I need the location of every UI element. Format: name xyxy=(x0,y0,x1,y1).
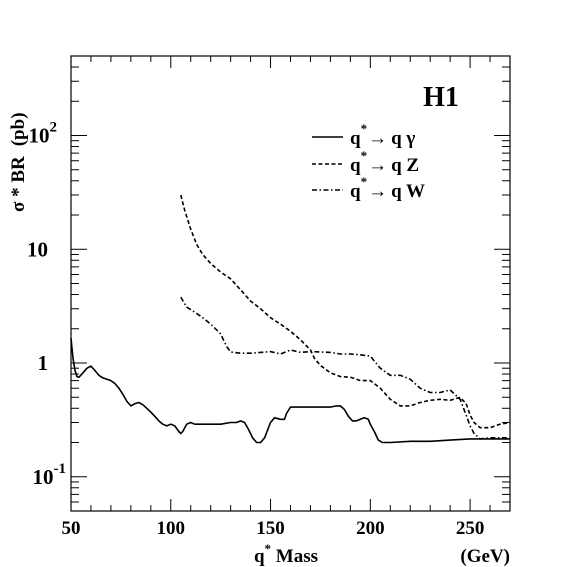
x-axis-label-prefix: q xyxy=(254,546,265,567)
legend-label-q: q xyxy=(350,155,361,176)
legend-label-sup: * xyxy=(361,174,368,189)
series-line-2 xyxy=(180,194,511,429)
y-tick-label-exponent: -1 xyxy=(54,461,67,477)
legend-label-q: q xyxy=(350,181,361,202)
x-tick-label: 50 xyxy=(62,518,81,539)
y-tick-label-base: 10 xyxy=(33,465,54,489)
y-tick-label: 10 xyxy=(27,237,48,261)
y-tick-label-exponent: 2 xyxy=(50,120,58,136)
y-axis-label-main: σ * BR xyxy=(8,156,29,212)
legend-label-rest: q Z xyxy=(391,155,419,176)
y-tick-label-base: 10 xyxy=(29,124,50,148)
y-tick-label-base: 10 xyxy=(27,237,48,261)
x-axis-unit: (GeV) xyxy=(460,546,510,567)
legend-label-sup: * xyxy=(361,121,368,136)
legend: q*→ q γq*→ q Zq*→ q W xyxy=(312,121,425,202)
x-axis-label: q* Mass xyxy=(254,541,318,567)
experiment-label: H1 xyxy=(423,82,459,113)
x-axis-label-rest: Mass xyxy=(271,546,318,567)
y-tick-label: 102 xyxy=(29,120,58,148)
x-axis-label-sup: * xyxy=(265,541,272,556)
x-tick-label: 200 xyxy=(356,518,385,539)
legend-label-sup: * xyxy=(361,148,368,163)
y-axis-label-unit: (pb) xyxy=(8,112,29,146)
data-series xyxy=(70,194,511,444)
legend-label-1: q*→ q γ xyxy=(350,121,415,149)
series-line-3 xyxy=(180,296,510,440)
x-tick-label: 100 xyxy=(157,518,186,539)
legend-label-3: q*→ q W xyxy=(350,174,425,202)
x-tick-label: 250 xyxy=(456,518,485,539)
series-line-1 xyxy=(70,338,510,444)
y-tick-label: 1 xyxy=(38,351,49,375)
y-tick-label: 10-1 xyxy=(33,461,67,489)
y-axis-label: σ * BR (pb) xyxy=(8,112,29,212)
y-axis-label-group: σ * BR (pb) xyxy=(8,112,29,212)
x-tick-label: 150 xyxy=(256,518,285,539)
legend-label-2: q*→ q Z xyxy=(350,148,419,176)
legend-label-rest: q γ xyxy=(391,128,415,149)
legend-label-arrow: → xyxy=(368,155,387,176)
legend-label-rest: q W xyxy=(391,181,425,202)
legend-label-q: q xyxy=(350,128,361,149)
legend-label-arrow: → xyxy=(368,128,387,149)
y-tick-label-base: 1 xyxy=(38,351,49,375)
legend-label-arrow: → xyxy=(368,181,387,202)
